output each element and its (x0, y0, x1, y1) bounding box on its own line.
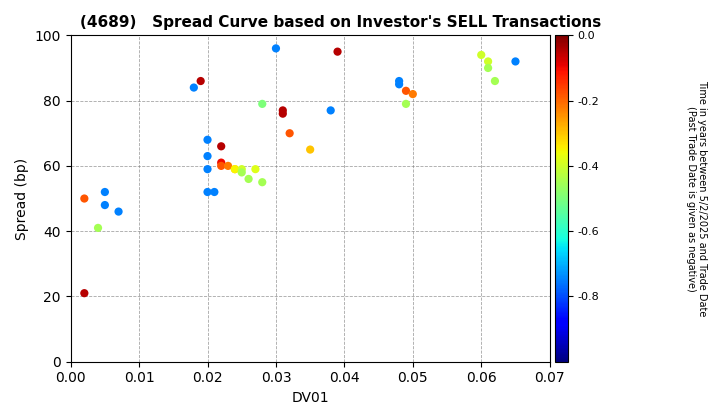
Point (270, 45, 282, 52)
Point (256, 100, 268, 107)
Text: (4689)   Spread Curve based on Investor's SELL Transactions: (4689) Spread Curve based on Investor's … (80, 15, 601, 30)
Point (332, 48, 343, 55)
Point (482, 65, 494, 71)
Point (236, 169, 248, 176)
Point (99, 202, 111, 208)
X-axis label: DV01: DV01 (292, 391, 329, 405)
Point (250, 166, 261, 173)
Point (195, 78, 207, 84)
Point (202, 136, 213, 143)
Point (215, 143, 227, 150)
Point (489, 78, 500, 84)
Point (305, 146, 316, 153)
Point (188, 84, 199, 91)
Point (215, 163, 227, 169)
Point (229, 166, 240, 173)
Point (393, 78, 405, 84)
Point (78, 290, 90, 297)
Point (215, 159, 227, 166)
Y-axis label: Spread (bp): Spread (bp) (15, 158, 29, 239)
Point (482, 58, 494, 65)
Point (209, 189, 220, 195)
Point (400, 87, 412, 94)
Point (256, 179, 268, 186)
Point (222, 163, 234, 169)
Point (277, 107, 289, 114)
Point (202, 153, 213, 160)
Point (78, 195, 90, 202)
Point (92, 225, 104, 231)
Point (400, 100, 412, 107)
Point (407, 91, 418, 97)
Point (284, 130, 295, 136)
Point (393, 81, 405, 88)
Point (99, 189, 111, 195)
Point (236, 166, 248, 173)
Y-axis label: Time in years between 5/2/2025 and Trade Date
(Past Trade Date is given as negat: Time in years between 5/2/2025 and Trade… (685, 80, 707, 317)
Point (202, 166, 213, 173)
Point (277, 110, 289, 117)
Point (229, 166, 240, 173)
Point (202, 189, 213, 195)
Point (325, 107, 336, 114)
Point (510, 58, 521, 65)
Point (243, 176, 254, 182)
Point (475, 52, 487, 58)
Point (113, 208, 125, 215)
